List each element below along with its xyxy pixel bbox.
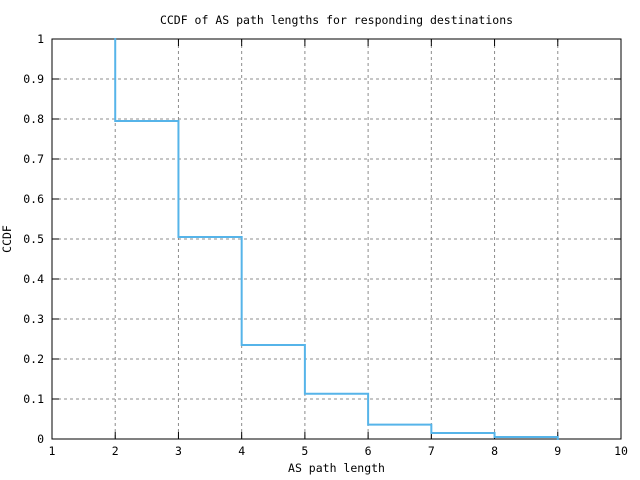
y-tick-label: 0.3: [23, 312, 44, 326]
y-tick-label: 0.7: [23, 152, 44, 166]
y-tick-label: 0: [37, 432, 44, 446]
y-tick-label: 0.8: [23, 112, 44, 126]
y-tick-label: 0.9: [23, 72, 44, 86]
x-tick-label: 2: [112, 444, 119, 458]
x-tick-label: 3: [175, 444, 182, 458]
y-tick-label: 0.1: [23, 392, 44, 406]
y-tick-label: 0.5: [23, 232, 44, 246]
y-tick-label: 1: [37, 32, 44, 46]
ccdf-step-line: [114, 38, 559, 440]
x-tick-label: 6: [365, 444, 372, 458]
x-tick-label: 5: [301, 444, 308, 458]
x-tick-label: 7: [428, 444, 435, 458]
x-tick-label: 4: [238, 444, 245, 458]
y-tick-label: 0.2: [23, 352, 44, 366]
y-axis-label: CCDF: [0, 225, 14, 253]
x-tick-label: 8: [491, 444, 498, 458]
y-tick-label: 0.6: [23, 192, 44, 206]
x-axis-label: AS path length: [288, 461, 385, 475]
x-tick-label: 1: [49, 444, 56, 458]
x-tick-label: 9: [554, 444, 561, 458]
x-tick-label: 10: [614, 444, 628, 458]
chart-title: CCDF of AS path lengths for responding d…: [159, 13, 514, 27]
y-tick-label: 0.4: [23, 272, 44, 286]
